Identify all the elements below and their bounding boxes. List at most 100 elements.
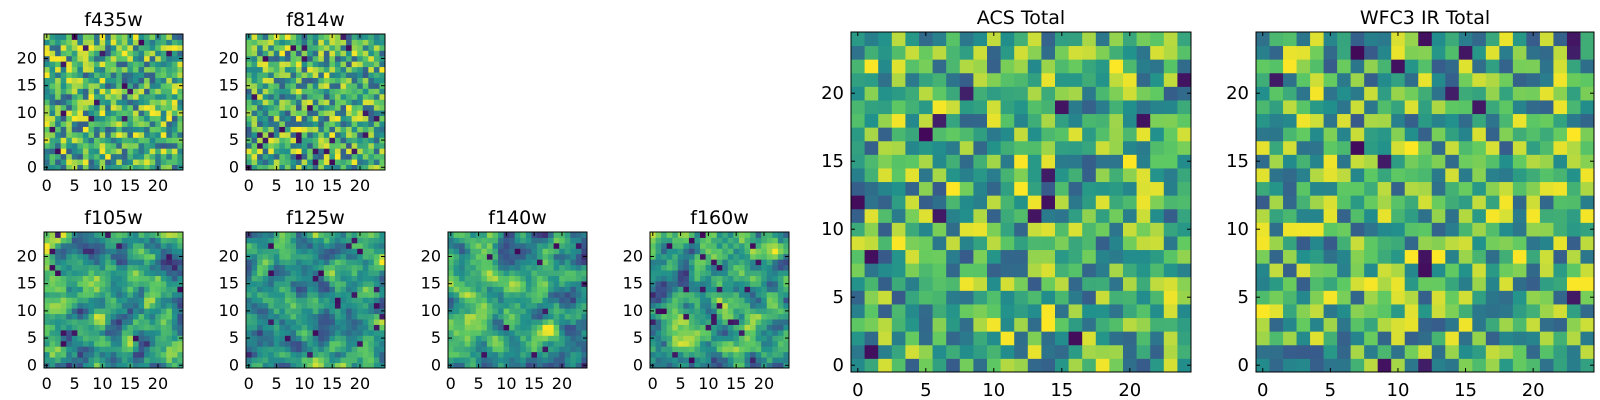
x-tick-label: 20 bbox=[1118, 380, 1141, 400]
heatmap-cell bbox=[1068, 168, 1083, 183]
heatmap-cell bbox=[55, 362, 62, 369]
heatmap-cell bbox=[177, 104, 184, 111]
heatmap-cell bbox=[1109, 100, 1124, 115]
heatmap-cell bbox=[661, 302, 668, 309]
heatmap-cell bbox=[301, 335, 308, 342]
heatmap-cell bbox=[251, 148, 258, 155]
heatmap-cell bbox=[1055, 100, 1070, 115]
heatmap-cell bbox=[959, 195, 974, 210]
heatmap-cell bbox=[548, 270, 555, 276]
heatmap-cell bbox=[166, 164, 173, 171]
heatmap-cell bbox=[268, 357, 275, 364]
heatmap-cell bbox=[1163, 358, 1178, 373]
heatmap-cell bbox=[1350, 195, 1365, 210]
heatmap-cell bbox=[575, 286, 582, 293]
heatmap-cell bbox=[486, 280, 493, 287]
heatmap-cell bbox=[88, 362, 95, 369]
heatmap-cell bbox=[542, 302, 549, 309]
heatmap-cell bbox=[49, 61, 56, 68]
heatmap-cell bbox=[340, 270, 347, 276]
heatmap-cell bbox=[1296, 154, 1311, 169]
heatmap-cell bbox=[1580, 222, 1595, 237]
heatmap-cell bbox=[346, 351, 353, 358]
heatmap-cell bbox=[116, 253, 123, 260]
heatmap-cell bbox=[946, 236, 961, 251]
heatmap-cell bbox=[1296, 344, 1311, 359]
heatmap-cell bbox=[77, 313, 84, 320]
heatmap-cell bbox=[160, 335, 167, 342]
heatmap-cell bbox=[475, 242, 482, 249]
heatmap-cell bbox=[1485, 331, 1500, 346]
heatmap-cell bbox=[1445, 304, 1460, 319]
heatmap-cell bbox=[683, 329, 690, 336]
heatmap-cell bbox=[323, 93, 330, 100]
heatmap-cell bbox=[177, 61, 184, 68]
heatmap-cell bbox=[575, 291, 582, 298]
heatmap-cell bbox=[138, 88, 145, 95]
heatmap-cell bbox=[60, 55, 67, 62]
heatmap-cell bbox=[318, 270, 325, 276]
heatmap-cell bbox=[700, 335, 707, 342]
x-tick-label: 20 bbox=[350, 374, 370, 393]
heatmap-cell bbox=[105, 50, 112, 57]
heatmap-cell bbox=[307, 351, 314, 358]
heatmap-cell bbox=[105, 351, 112, 358]
heatmap-cell bbox=[357, 286, 364, 293]
heatmap-cell bbox=[564, 329, 571, 336]
heatmap-cell bbox=[987, 195, 1002, 210]
heatmap-cell bbox=[368, 77, 375, 84]
heatmap-cell bbox=[60, 313, 67, 320]
heatmap-cell bbox=[262, 104, 269, 111]
heatmap-cell bbox=[459, 253, 466, 260]
heatmap-cell bbox=[448, 242, 455, 249]
heatmap-cell bbox=[1337, 249, 1352, 264]
heatmap-cell bbox=[127, 275, 134, 282]
heatmap-cell bbox=[492, 264, 499, 271]
heatmap-cell bbox=[301, 66, 308, 73]
heatmap-cell bbox=[346, 308, 353, 315]
heatmap-cell bbox=[318, 55, 325, 62]
heatmap-cell bbox=[498, 346, 505, 353]
heatmap-cell bbox=[307, 131, 314, 138]
heatmap-cell bbox=[1458, 344, 1473, 359]
heatmap-cell bbox=[1082, 208, 1097, 223]
heatmap-cell bbox=[492, 340, 499, 347]
heatmap-cell bbox=[531, 319, 538, 325]
heatmap-cell bbox=[340, 88, 347, 95]
heatmap-cell bbox=[296, 50, 303, 57]
heatmap-cell bbox=[514, 259, 521, 266]
heatmap-cell bbox=[755, 242, 762, 249]
heatmap-cell bbox=[575, 253, 582, 260]
heatmap-cell bbox=[171, 357, 178, 364]
heatmap-cell bbox=[171, 340, 178, 347]
heatmap-cell bbox=[127, 329, 134, 336]
heatmap-cell bbox=[296, 55, 303, 62]
heatmap-cell bbox=[761, 237, 768, 244]
heatmap-cell bbox=[351, 302, 358, 309]
heatmap-cell bbox=[946, 127, 961, 142]
heatmap-cell bbox=[177, 72, 184, 78]
heatmap-cell bbox=[268, 93, 275, 100]
heatmap-cell bbox=[1123, 154, 1138, 169]
heatmap-cell bbox=[1566, 290, 1581, 305]
heatmap-cell bbox=[138, 275, 145, 282]
heatmap-cell bbox=[1082, 181, 1097, 196]
heatmap-cell bbox=[1499, 304, 1514, 319]
heatmap-cell bbox=[727, 351, 734, 358]
heatmap-cell bbox=[1526, 263, 1541, 278]
heatmap-cell bbox=[116, 93, 123, 100]
heatmap-cell bbox=[279, 351, 286, 358]
heatmap-cell bbox=[716, 302, 723, 309]
heatmap-cell bbox=[1431, 290, 1446, 305]
heatmap-cell bbox=[351, 142, 358, 149]
heatmap-cell bbox=[138, 291, 145, 298]
heatmap-cell bbox=[312, 248, 319, 255]
heatmap-cell bbox=[155, 99, 162, 106]
heatmap-cell bbox=[379, 264, 386, 271]
heatmap-cell bbox=[144, 248, 151, 255]
heatmap-cell bbox=[246, 126, 253, 133]
heatmap-cell bbox=[959, 127, 974, 142]
heatmap-cell bbox=[160, 82, 167, 89]
heatmap-cell bbox=[481, 291, 488, 298]
heatmap-cell bbox=[1123, 344, 1138, 359]
